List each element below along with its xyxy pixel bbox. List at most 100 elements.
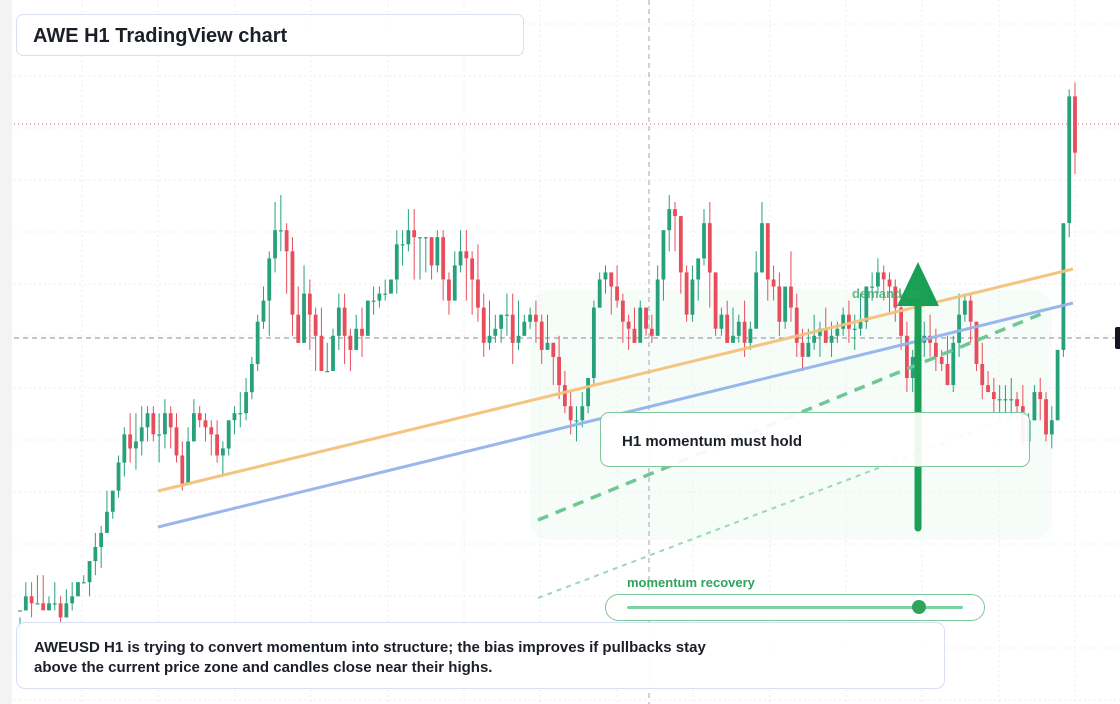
candle[interactable] [261, 286, 266, 329]
candle[interactable] [1038, 378, 1043, 421]
candle[interactable] [731, 307, 735, 343]
candle[interactable] [522, 314, 527, 336]
candle[interactable] [881, 265, 886, 301]
candle[interactable] [632, 307, 637, 343]
candle[interactable] [418, 237, 422, 280]
candle[interactable] [765, 223, 770, 301]
candle[interactable] [441, 230, 446, 301]
candle[interactable] [128, 413, 133, 463]
candle[interactable] [394, 230, 399, 294]
candle[interactable] [64, 589, 69, 618]
candle[interactable] [232, 406, 237, 435]
candle[interactable] [447, 272, 451, 315]
candle[interactable] [226, 420, 231, 456]
candle[interactable] [499, 314, 504, 343]
candle[interactable] [591, 300, 596, 386]
candle[interactable] [661, 230, 666, 301]
candle[interactable] [893, 279, 898, 322]
candle[interactable] [783, 286, 788, 329]
candle[interactable] [690, 265, 695, 322]
candle[interactable] [110, 490, 115, 519]
candle[interactable] [290, 237, 295, 336]
candle[interactable] [400, 230, 405, 266]
candle[interactable] [968, 293, 973, 343]
candle[interactable] [858, 293, 863, 336]
candle[interactable] [644, 307, 648, 336]
candle[interactable] [516, 300, 521, 350]
candle[interactable] [47, 596, 51, 611]
candle[interactable] [539, 314, 544, 364]
candle[interactable] [307, 279, 312, 350]
candle[interactable] [348, 328, 353, 371]
candle[interactable] [325, 342, 330, 373]
candle[interactable] [163, 399, 167, 449]
candle[interactable] [528, 307, 533, 329]
candle[interactable] [1061, 223, 1066, 357]
candle[interactable] [620, 293, 625, 343]
candle[interactable] [122, 427, 127, 477]
candle[interactable] [1055, 349, 1060, 421]
candle[interactable] [458, 230, 463, 273]
candle[interactable] [360, 307, 364, 357]
candle[interactable] [336, 293, 341, 350]
candle[interactable] [35, 575, 40, 605]
candle[interactable] [342, 293, 347, 364]
candle[interactable] [534, 300, 538, 343]
candle[interactable] [313, 307, 318, 371]
candle[interactable] [116, 455, 121, 498]
candle[interactable] [818, 321, 822, 357]
candle[interactable] [99, 525, 104, 569]
candle[interactable] [951, 335, 956, 393]
candle[interactable] [41, 575, 46, 611]
candle[interactable] [505, 293, 509, 336]
candle[interactable] [319, 307, 324, 371]
candle[interactable] [615, 265, 619, 308]
candle[interactable] [551, 342, 556, 386]
candle[interactable] [870, 272, 875, 301]
candle[interactable] [696, 258, 701, 301]
candle[interactable] [597, 272, 602, 308]
candle[interactable] [220, 441, 225, 477]
candle[interactable] [980, 342, 985, 400]
candle[interactable] [707, 202, 712, 308]
candle[interactable] [847, 300, 851, 343]
candle[interactable] [365, 300, 370, 336]
candle[interactable] [876, 258, 880, 294]
candle[interactable] [278, 195, 283, 252]
candle[interactable] [23, 582, 28, 611]
candle[interactable] [354, 314, 359, 350]
candle[interactable] [655, 265, 660, 336]
candle[interactable] [452, 251, 457, 301]
candle[interactable] [267, 251, 272, 336]
candle[interactable] [794, 293, 799, 357]
candle[interactable] [702, 209, 706, 266]
candle[interactable] [864, 286, 869, 329]
candle[interactable] [684, 265, 689, 322]
candle[interactable] [244, 378, 248, 421]
candle[interactable] [296, 286, 301, 343]
candle[interactable] [986, 371, 990, 393]
candle[interactable] [93, 532, 98, 576]
candle[interactable] [29, 582, 34, 618]
candle[interactable] [105, 490, 109, 533]
candle[interactable] [603, 265, 608, 294]
candle[interactable] [905, 321, 909, 393]
candle[interactable] [586, 378, 590, 414]
candle[interactable] [157, 413, 162, 463]
candle[interactable] [476, 244, 480, 322]
candle[interactable] [423, 237, 428, 273]
candle[interactable] [87, 561, 92, 597]
candle[interactable] [435, 230, 440, 273]
candle[interactable] [284, 223, 289, 294]
candle[interactable] [487, 300, 492, 350]
candle[interactable] [719, 307, 724, 336]
candle[interactable] [841, 307, 846, 336]
candle[interactable] [58, 596, 63, 625]
candle[interactable] [238, 392, 243, 428]
candle[interactable] [209, 420, 214, 456]
candle[interactable] [139, 406, 144, 456]
candle[interactable] [389, 279, 393, 294]
candle[interactable] [777, 272, 782, 336]
candle[interactable] [1044, 392, 1048, 442]
